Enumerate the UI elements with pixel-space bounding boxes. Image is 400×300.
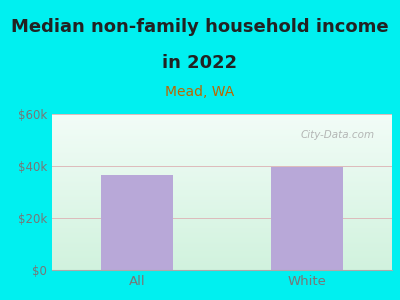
Text: City-Data.com: City-Data.com — [300, 130, 374, 140]
Bar — [101, 175, 173, 270]
Text: Median non-family household income: Median non-family household income — [11, 18, 389, 36]
Text: in 2022: in 2022 — [162, 54, 238, 72]
Bar — [271, 167, 343, 270]
Text: Mead, WA: Mead, WA — [165, 85, 235, 99]
